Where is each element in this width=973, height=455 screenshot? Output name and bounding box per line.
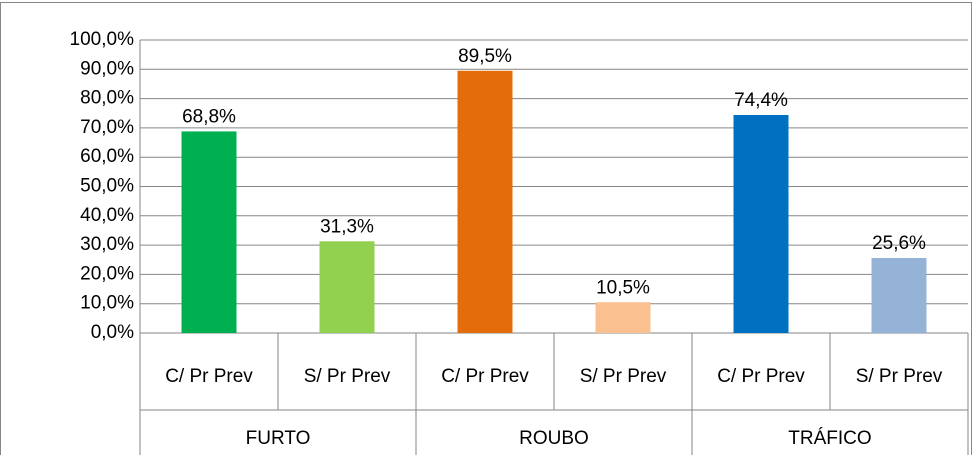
y-tick-label: 10,0% (80, 293, 134, 314)
bar (595, 302, 651, 333)
bar (181, 131, 237, 333)
value-label: 89,5% (458, 46, 512, 67)
bar (319, 241, 375, 333)
y-tick-label: 70,0% (80, 117, 134, 138)
y-tick-label: 100,0% (70, 29, 135, 50)
group-label: FURTO (246, 428, 311, 449)
value-label: 68,8% (182, 106, 236, 127)
y-tick-label: 50,0% (80, 176, 134, 197)
x-tick-label: S/ Pr Prev (856, 366, 943, 387)
bar (733, 115, 789, 334)
y-tick-label: 60,0% (80, 146, 134, 167)
bar (871, 257, 927, 333)
y-tick-label: 40,0% (80, 205, 134, 226)
y-tick-label: 0,0% (91, 322, 134, 343)
x-tick-label: S/ Pr Prev (304, 366, 391, 387)
y-tick-label: 30,0% (80, 234, 134, 255)
bar (457, 70, 513, 333)
value-label: 74,4% (734, 90, 788, 111)
group-label: TRÁFICO (788, 428, 871, 449)
y-tick-label: 90,0% (80, 58, 134, 79)
x-tick-label: C/ Pr Prev (441, 366, 529, 387)
value-label: 10,5% (596, 277, 650, 298)
y-tick-label: 20,0% (80, 263, 134, 284)
y-tick-label: 80,0% (80, 88, 134, 109)
value-label: 31,3% (320, 216, 374, 237)
x-tick-label: S/ Pr Prev (580, 366, 667, 387)
value-label: 25,6% (872, 233, 926, 254)
x-tick-label: C/ Pr Prev (165, 366, 253, 387)
x-tick-label: C/ Pr Prev (717, 366, 805, 387)
group-label: ROUBO (519, 428, 589, 449)
